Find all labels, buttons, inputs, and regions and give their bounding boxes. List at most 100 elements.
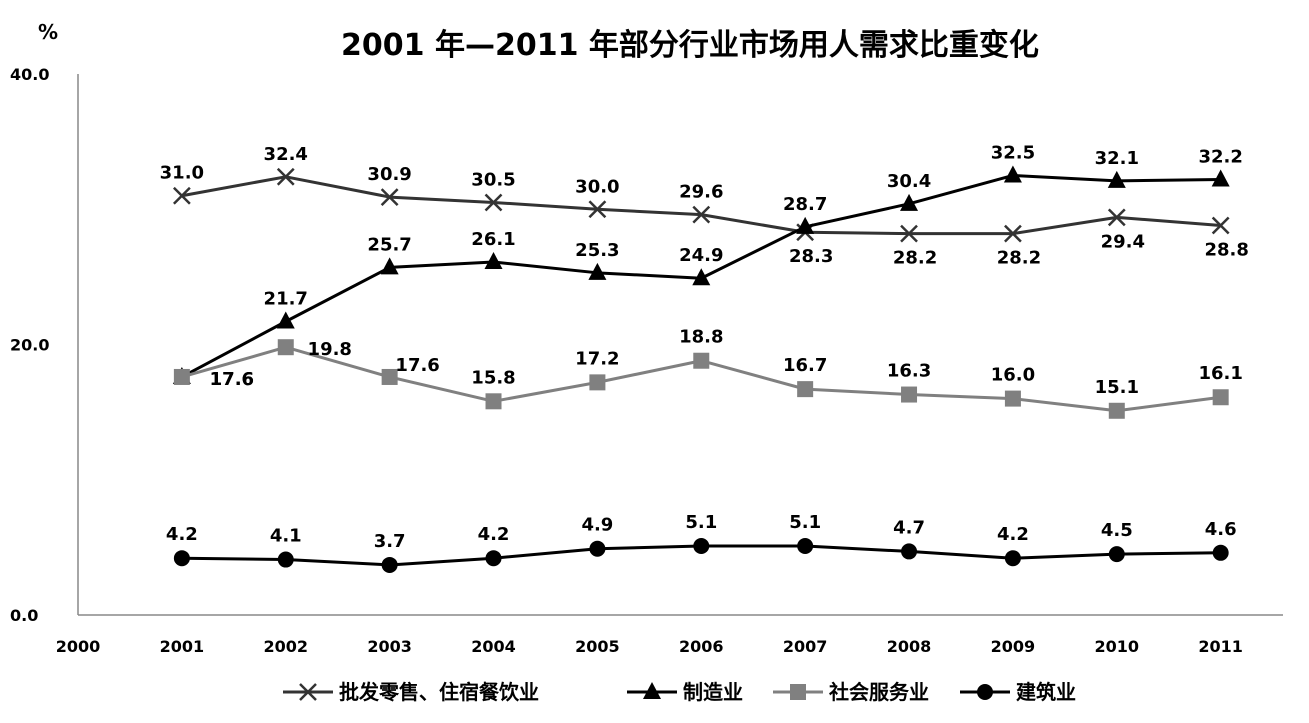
marker-stroke [172, 186, 191, 205]
marker-stroke [276, 167, 295, 186]
data-point [276, 311, 295, 329]
data-point [901, 543, 918, 560]
marker-stroke [1107, 208, 1126, 227]
data-label: 4.5 [1101, 520, 1133, 541]
series-2 [173, 339, 1229, 419]
data-label: 18.8 [679, 327, 723, 348]
series-layer [172, 165, 1230, 573]
marker-stroke [692, 205, 711, 224]
marker-stroke [900, 224, 918, 243]
data-label: 17.6 [210, 369, 254, 390]
x-tick-label: 2006 [679, 637, 724, 656]
data-point [1211, 216, 1230, 235]
data-label: 5.1 [685, 512, 717, 533]
data-label: 32.5 [991, 142, 1035, 163]
data-label: 17.6 [395, 355, 439, 376]
data-point [1212, 389, 1229, 406]
data-label: 32.2 [1198, 146, 1242, 167]
data-label: 32.4 [264, 144, 308, 165]
data-label: 4.9 [581, 515, 613, 536]
data-label: 3.7 [374, 531, 406, 552]
data-label: 30.5 [471, 169, 515, 190]
marker-stroke [380, 188, 399, 206]
data-point [797, 381, 814, 398]
data-label: 32.1 [1095, 148, 1139, 169]
legend-marker [643, 682, 661, 699]
data-point [1211, 169, 1230, 187]
y-tick-label: 40.0 [10, 65, 49, 84]
data-label: 4.2 [997, 524, 1029, 545]
data-point [381, 368, 398, 385]
legend-label: 制造业 [683, 680, 743, 704]
data-point [277, 551, 294, 568]
data-label: 5.1 [789, 512, 821, 533]
legend-entry-3: 建筑业 [960, 680, 1076, 704]
legend-entry-2: 社会服务业 [773, 680, 929, 704]
data-label: 15.8 [471, 367, 515, 388]
data-point [901, 386, 918, 403]
data-point [1212, 544, 1229, 561]
marker-stroke [1004, 224, 1022, 243]
x-tick-label: 2009 [991, 637, 1036, 656]
data-point [589, 540, 606, 557]
data-label: 29.4 [1101, 231, 1145, 252]
data-label: 28.2 [997, 248, 1041, 269]
data-label: 16.7 [783, 355, 827, 376]
x-tick-label: 2005 [575, 637, 620, 656]
data-label: 17.2 [575, 348, 619, 369]
marker-stroke [484, 193, 503, 212]
data-point [1004, 550, 1021, 567]
data-point [1107, 208, 1126, 227]
data-label: 21.7 [264, 289, 308, 310]
data-label: 31.0 [160, 163, 204, 184]
x-tick-label: 2010 [1095, 637, 1140, 656]
legend: 批发零售、住宿餐饮业 制造业 社会服务业 建筑业 [283, 680, 1076, 704]
data-point [381, 556, 398, 573]
legend-marker [299, 683, 317, 701]
x-tick-label: 2008 [887, 637, 932, 656]
data-point [173, 368, 190, 385]
data-point [172, 186, 191, 205]
data-point [380, 257, 399, 275]
legend-marker [790, 684, 806, 700]
data-point [1108, 402, 1125, 419]
data-label: 15.1 [1095, 377, 1139, 398]
data-point [693, 352, 710, 369]
data-label: 17.6 [210, 369, 254, 390]
data-label: 30.9 [367, 164, 411, 185]
axes: 0.0 20.0 40.0 2000 2001 2002 2003 2004 2005 2006 2… [10, 65, 1283, 656]
data-point [693, 538, 710, 555]
data-label: 4.2 [478, 524, 510, 545]
x-tick-label: 2000 [56, 637, 101, 656]
data-label: 4.6 [1205, 519, 1237, 540]
data-point [485, 550, 502, 567]
data-point [796, 216, 815, 234]
data-point [1004, 224, 1022, 243]
x-tick-label: 2011 [1198, 637, 1243, 656]
x-tick-label: 2004 [471, 637, 516, 656]
marker-stroke [1211, 216, 1230, 235]
legend-label: 建筑业 [1016, 680, 1076, 704]
data-point [900, 224, 918, 243]
y-axis-unit-label: % [38, 20, 58, 44]
legend-label: 批发零售、住宿餐饮业 [339, 680, 539, 704]
series-3 [173, 538, 1229, 573]
data-label: 28.8 [1204, 239, 1248, 260]
data-point [485, 393, 502, 410]
data-label: 28.2 [893, 248, 937, 269]
data-label: 16.0 [991, 365, 1035, 386]
marker-stroke [588, 200, 607, 219]
data-label: 30.0 [575, 176, 619, 197]
data-point [484, 251, 503, 269]
data-point [692, 268, 711, 286]
marker-stroke [299, 683, 317, 701]
data-point [1004, 390, 1021, 407]
legend-marker [977, 684, 993, 700]
data-labels-layer: 31.0 32.4 30.9 30.5 30.0 29.6 28.3 28.2 28.2 29.4… [160, 142, 1249, 552]
data-label: 30.4 [887, 171, 931, 192]
y-tick-label: 0.0 [10, 606, 38, 625]
data-point [276, 167, 295, 186]
data-point [173, 550, 190, 567]
legend-label: 社会服务业 [828, 680, 929, 704]
legend-entry-0: 批发零售、住宿餐饮业 [283, 680, 539, 704]
